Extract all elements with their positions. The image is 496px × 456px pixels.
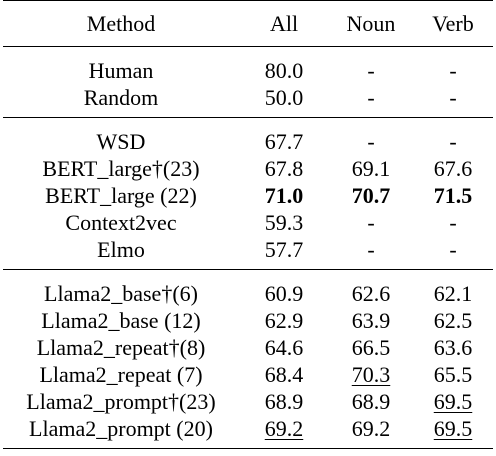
noun-cell: 63.9: [351, 308, 391, 333]
results-table-container: Method All Noun Verb Human 80.0 - - Rand…: [3, 0, 493, 449]
table-row: Llama2_repeat†(8) 64.6 66.5 63.6: [3, 334, 493, 361]
table-row: Random 50.0 - -: [3, 84, 493, 118]
table-row: Human 80.0 - -: [3, 46, 493, 85]
table-row: Llama2_base†(6) 60.9 62.6 62.1: [3, 269, 493, 308]
all-cell: 64.6: [264, 335, 304, 360]
verb-cell: -: [449, 85, 457, 110]
noun-cell: 68.9: [351, 389, 391, 414]
method-cell: BERT_large (22): [45, 183, 197, 208]
method-cell: Llama2_prompt†(23): [26, 389, 216, 414]
method-cell: Llama2_base†(6): [44, 281, 198, 306]
noun-cell: 69.1: [351, 156, 391, 181]
noun-cell-best: 70.7: [351, 183, 391, 208]
method-cell: Human: [88, 58, 154, 83]
table-row: Context2vec 59.3 - -: [3, 209, 493, 236]
noun-cell: -: [367, 129, 375, 154]
all-cell: 67.7: [264, 129, 304, 154]
verb-cell-second-best: 69.5: [433, 416, 473, 441]
method-cell: BERT_large†(23): [42, 156, 200, 181]
all-cell: 67.8: [264, 156, 304, 181]
verb-cell: -: [449, 237, 457, 262]
table-row: Llama2_prompt†(23) 68.9 68.9 69.5: [3, 388, 493, 415]
header-noun: Noun: [346, 11, 396, 36]
all-cell-best: 71.0: [264, 183, 304, 208]
method-cell: Context2vec: [65, 210, 177, 235]
results-table: Method All Noun Verb Human 80.0 - - Rand…: [3, 0, 493, 449]
all-cell: 62.9: [264, 308, 304, 333]
group-llama2: Llama2_base†(6) 60.9 62.6 62.1 Llama2_ba…: [3, 269, 493, 449]
header-all: All: [269, 11, 299, 36]
verb-cell: -: [449, 210, 457, 235]
noun-cell-second-best: 70.3: [351, 362, 391, 387]
header-row: Method All Noun Verb: [3, 0, 493, 47]
all-cell: 68.4: [264, 362, 304, 387]
verb-cell-best: 71.5: [433, 183, 473, 208]
verb-cell: 62.5: [433, 308, 473, 333]
table-row: BERT_large†(23) 67.8 69.1 67.6: [3, 155, 493, 182]
all-cell-second-best: 69.2: [264, 416, 304, 441]
method-cell: WSD: [96, 129, 146, 154]
table-row: Elmo 57.7 - -: [3, 236, 493, 270]
noun-cell: 66.5: [351, 335, 391, 360]
noun-cell: 62.6: [351, 281, 391, 306]
verb-cell: -: [449, 58, 457, 83]
all-cell: 60.9: [264, 281, 304, 306]
noun-cell: 69.2: [351, 416, 391, 441]
table-row: Llama2_prompt (20) 69.2 69.2 69.5: [3, 415, 493, 449]
verb-cell: -: [449, 129, 457, 154]
verb-cell: 63.6: [433, 335, 473, 360]
group-prior-methods: WSD 67.7 - - BERT_large†(23) 67.8 69.1 6…: [3, 117, 493, 270]
header-verb: Verb: [432, 11, 474, 36]
all-cell: 57.7: [264, 237, 304, 262]
verb-cell: 62.1: [433, 281, 473, 306]
noun-cell: -: [367, 58, 375, 83]
header-method: Method: [86, 11, 156, 36]
verb-cell: 67.6: [433, 156, 473, 181]
method-cell: Llama2_repeat (7): [39, 362, 203, 387]
method-cell: Random: [83, 85, 159, 110]
all-cell: 68.9: [264, 389, 304, 414]
noun-cell: -: [367, 210, 375, 235]
method-cell: Llama2_base (12): [41, 308, 201, 333]
all-cell: 80.0: [264, 58, 304, 83]
noun-cell: -: [367, 85, 375, 110]
table-row: BERT_large (22) 71.0 70.7 71.5: [3, 182, 493, 209]
table-row: Llama2_base (12) 62.9 63.9 62.5: [3, 307, 493, 334]
group-baselines: Human 80.0 - - Random 50.0 - -: [3, 46, 493, 118]
verb-cell: 65.5: [433, 362, 473, 387]
noun-cell: -: [367, 237, 375, 262]
all-cell: 59.3: [264, 210, 304, 235]
all-cell: 50.0: [264, 85, 304, 110]
method-cell: Llama2_prompt (20): [29, 416, 213, 441]
method-cell: Elmo: [97, 237, 145, 262]
table-row: WSD 67.7 - -: [3, 117, 493, 156]
table-row: Llama2_repeat (7) 68.4 70.3 65.5: [3, 361, 493, 388]
method-cell: Llama2_repeat†(8): [36, 335, 206, 360]
verb-cell-second-best: 69.5: [433, 389, 473, 414]
